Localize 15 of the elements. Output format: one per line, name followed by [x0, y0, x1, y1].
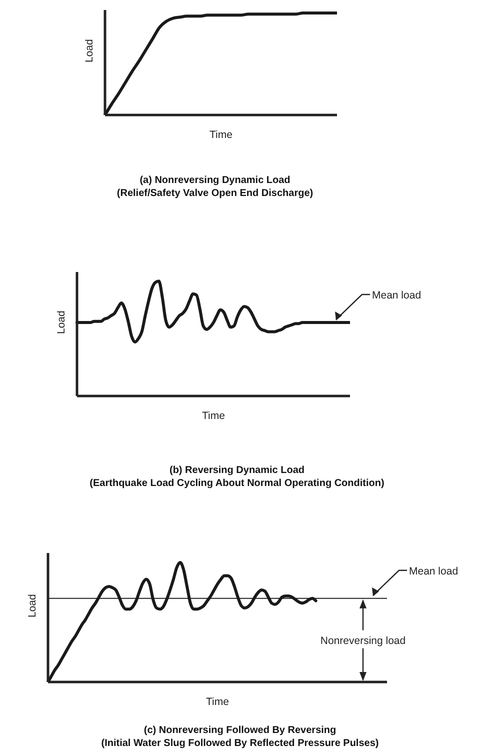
text: Mean load [372, 290, 422, 302]
text: (Initial Water Slug Followed By Reflected Pressure Pulses) [100, 737, 380, 750]
y-axis-title: Load [56, 310, 68, 334]
text: (c) Nonreversing Followed By Reversing [142, 724, 338, 737]
x-axis-title: Time [202, 410, 226, 422]
text: (a) Nonreversing Dynamic Load [138, 174, 292, 187]
text: (b) Reversing Dynamic Load [168, 464, 306, 477]
annotation: Nonreversing load [320, 635, 406, 648]
x-axis-title: Time [206, 696, 230, 708]
ref-line-label: Mean load [409, 565, 458, 578]
text: (Relief/Safety Valve Open End Discharge) [116, 187, 314, 200]
x-axis-title: Time [210, 129, 233, 141]
text: (Earthquake Load Cycling About Normal Operating Condition) [88, 477, 386, 490]
y-axis-title: Load [26, 594, 39, 618]
y-axis-title: Load [84, 38, 96, 62]
